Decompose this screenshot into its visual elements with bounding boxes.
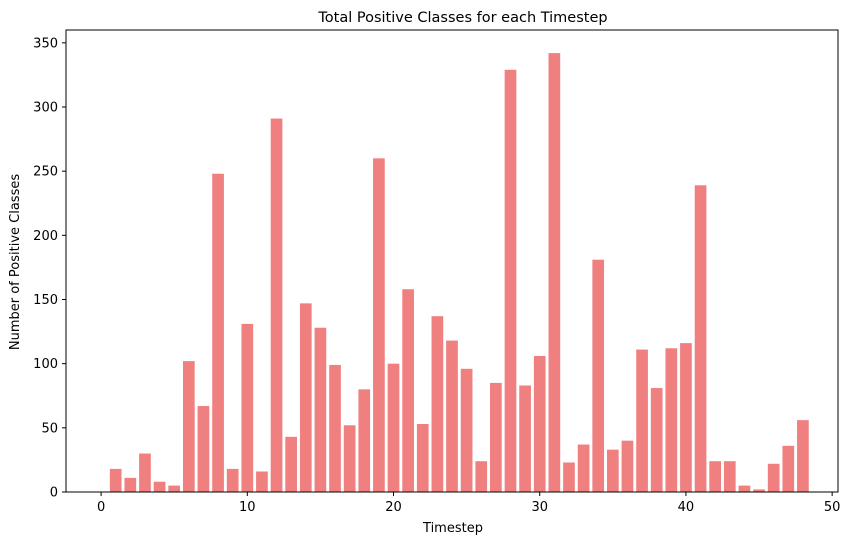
- bar-timestep-46: [767, 463, 780, 492]
- bars: [109, 53, 809, 493]
- y-tick-label: 250: [33, 165, 58, 180]
- bar-timestep-44: [738, 485, 751, 492]
- bar-timestep-43: [723, 461, 736, 492]
- bar-timestep-22: [416, 423, 429, 492]
- bar-timestep-6: [182, 361, 195, 492]
- bar-timestep-23: [431, 316, 444, 492]
- x-axis-ticks: 0 10 20 30 40 50: [97, 492, 840, 515]
- y-tick-label: 0: [50, 486, 58, 501]
- bar-timestep-26: [475, 461, 488, 492]
- bar-timestep-17: [343, 425, 356, 492]
- x-tick-label: 10: [239, 500, 256, 515]
- bar-timestep-34: [592, 259, 605, 492]
- bar-timestep-10: [241, 323, 254, 492]
- chart-title: Total Positive Classes for each Timestep: [317, 10, 607, 26]
- bar-timestep-18: [358, 389, 371, 492]
- y-tick-label: 300: [33, 101, 58, 116]
- bar-timestep-35: [606, 449, 619, 492]
- bar-timestep-12: [270, 118, 283, 493]
- bar-timestep-8: [212, 173, 224, 492]
- bar-timestep-41: [694, 185, 707, 493]
- bar-timestep-48: [797, 420, 809, 492]
- bar-timestep-16: [329, 364, 341, 492]
- y-tick-label: 200: [33, 229, 58, 244]
- bar-timestep-2: [124, 477, 137, 492]
- bar-timestep-29: [519, 385, 531, 492]
- bar-timestep-24: [446, 340, 458, 492]
- bar-timestep-1: [109, 468, 122, 492]
- bar-timestep-9: [226, 468, 239, 492]
- bar-timestep-37: [636, 349, 648, 492]
- bar-timestep-30: [533, 355, 546, 492]
- bar-timestep-38: [650, 388, 663, 492]
- bar-timestep-36: [621, 440, 634, 492]
- x-axis-label: Timestep: [422, 521, 483, 536]
- bar-timestep-3: [139, 453, 151, 492]
- bar-timestep-15: [314, 327, 327, 492]
- plot-frame: [65, 29, 839, 493]
- bar-timestep-4: [153, 481, 166, 492]
- bar-timestep-27: [490, 382, 502, 492]
- x-tick-label: 50: [824, 500, 841, 515]
- bar-timestep-11: [256, 471, 268, 492]
- y-tick-label: 150: [33, 293, 58, 308]
- y-axis-ticks: 0 50 100 150 200 250 300 350: [33, 36, 66, 501]
- bar-timestep-20: [387, 363, 400, 492]
- x-tick-label: 0: [97, 500, 105, 515]
- x-tick-label: 40: [678, 500, 695, 515]
- x-tick-label: 30: [531, 500, 548, 515]
- bar-timestep-45: [753, 489, 765, 492]
- bar-timestep-28: [504, 69, 517, 493]
- bar-timestep-19: [373, 158, 385, 493]
- bar-timestep-47: [782, 445, 795, 492]
- bar-timestep-14: [299, 303, 312, 492]
- bar-timestep-7: [197, 406, 210, 492]
- bar-timestep-32: [563, 462, 575, 492]
- bar-timestep-39: [665, 348, 678, 492]
- bar-timestep-33: [577, 444, 590, 492]
- y-tick-label: 100: [33, 357, 58, 372]
- y-axis-label: Number of Positive Classes: [8, 174, 23, 350]
- y-tick-label: 350: [33, 36, 58, 51]
- bar-timestep-21: [402, 289, 414, 492]
- bar-timestep-40: [680, 343, 692, 492]
- y-tick-label: 50: [41, 421, 58, 436]
- bar-timestep-31: [548, 53, 561, 492]
- bar-timestep-5: [168, 485, 181, 492]
- x-tick-label: 20: [385, 500, 402, 515]
- bar-timestep-42: [709, 461, 722, 492]
- bar-timestep-25: [460, 368, 473, 492]
- bar-timestep-13: [285, 436, 298, 492]
